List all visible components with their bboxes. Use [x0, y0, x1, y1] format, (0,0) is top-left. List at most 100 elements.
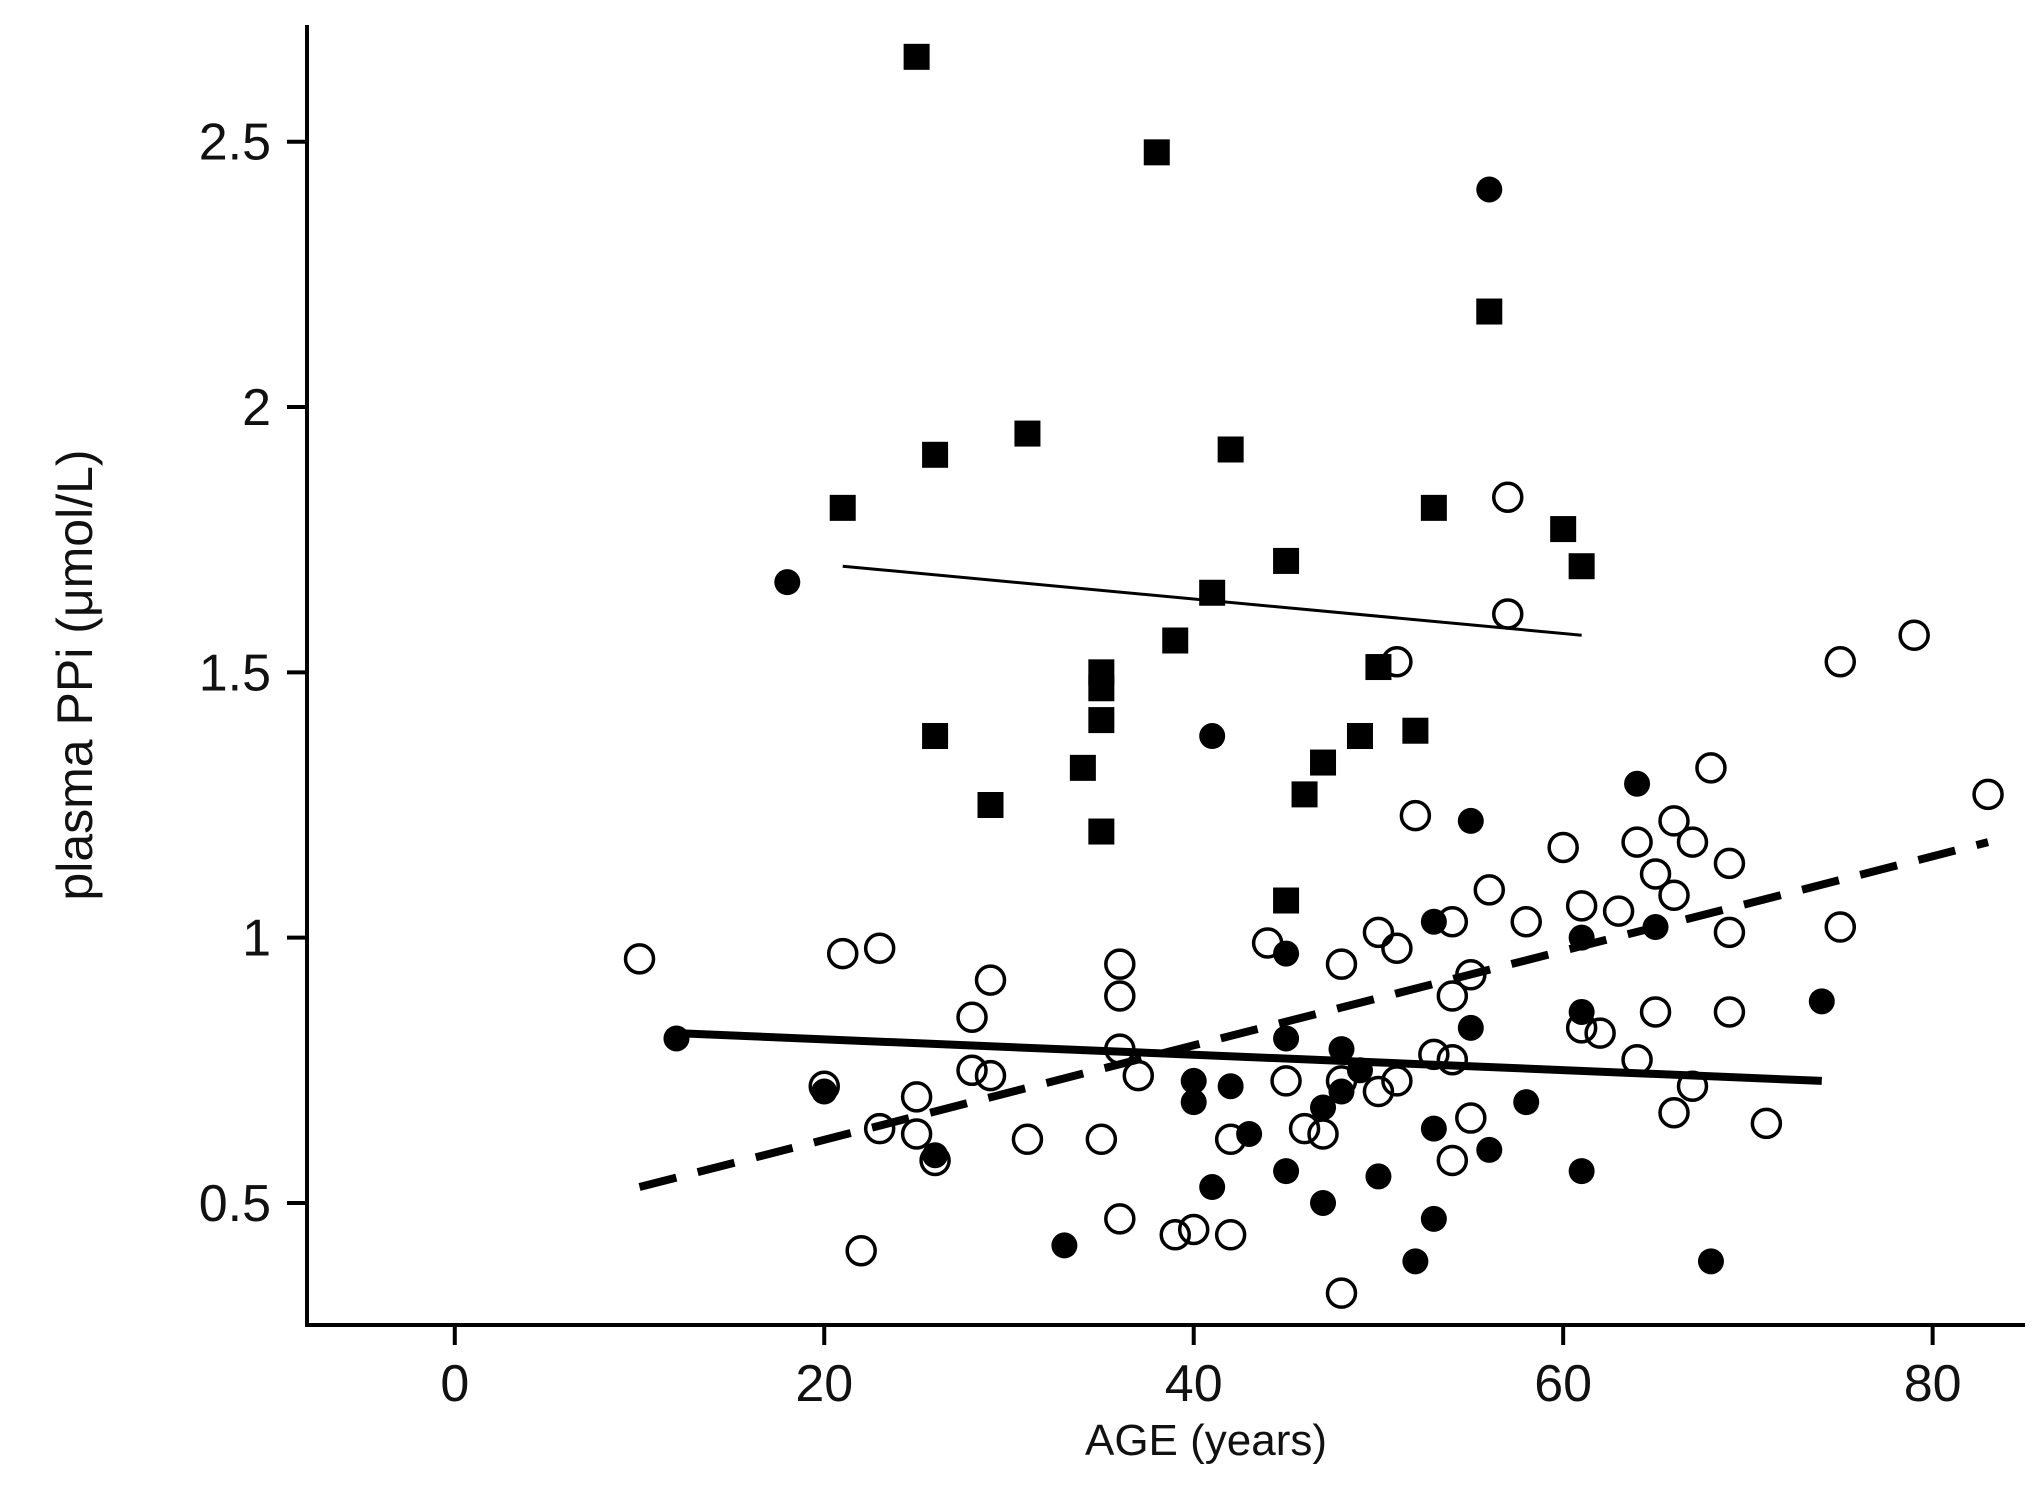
filled-circle-point: [1051, 1232, 1078, 1259]
open-circle-point: [1270, 1065, 1302, 1097]
open-circle-point: [1159, 1219, 1191, 1251]
open-circle-point: [1695, 752, 1727, 784]
open-circle-point: [1104, 1203, 1136, 1235]
open-circle-point: [863, 932, 896, 965]
open-circle-point: [808, 1070, 840, 1102]
series-open-circles: [623, 481, 2004, 1309]
open-circle-point: [1750, 1107, 1783, 1140]
square-point: [829, 494, 856, 521]
y-axis-title: plasma PPi (μmol/L): [47, 449, 103, 900]
open-circle-point: [1510, 905, 1542, 938]
open-circle-point: [1658, 805, 1690, 837]
open-circle-point: [1362, 1075, 1395, 1108]
open-circle-point: [900, 1081, 933, 1113]
filled-circle-point: [1310, 1189, 1337, 1216]
square-point: [1310, 749, 1337, 776]
square-point: [1088, 675, 1115, 702]
filled-circle-point: [1808, 988, 1835, 1015]
series-squares: [829, 43, 1595, 914]
open-circle-point: [1898, 619, 1930, 651]
x-tick-label: 60: [1534, 1355, 1592, 1413]
filled-circle-point: [1310, 1094, 1337, 1121]
open-circle-point: [863, 1112, 896, 1145]
y-tick-label: 0.5: [199, 1175, 271, 1233]
open-circle-point: [1584, 1017, 1616, 1049]
open-circle-point: [1824, 911, 1857, 943]
square-point: [922, 723, 949, 750]
trend-line-thick-dashed: [638, 838, 1990, 1191]
filled-circle-point: [1420, 1205, 1447, 1232]
filled-circle-point: [1199, 723, 1226, 750]
open-circle-point: [1713, 916, 1746, 949]
x-tick-label: 80: [1904, 1355, 1962, 1413]
open-circle-point: [1473, 874, 1506, 906]
x-tick-label: 40: [1165, 1355, 1223, 1413]
open-circle-point: [1436, 1043, 1469, 1076]
filled-circle-point: [1365, 1163, 1392, 1190]
filled-circle-point: [1457, 1014, 1484, 1041]
open-circle-point: [956, 1001, 988, 1033]
open-circle-point: [623, 943, 656, 975]
square-point: [977, 792, 1004, 818]
filled-circle-point: [1199, 1174, 1226, 1201]
open-circle-point: [974, 964, 1007, 996]
open-circle-point: [1214, 1123, 1247, 1156]
open-circle-point: [1713, 996, 1746, 1028]
open-circle-point: [1547, 831, 1579, 864]
filled-circle-point: [1513, 1089, 1540, 1116]
filled-circle-point: [1457, 807, 1484, 834]
x-tick-label: 20: [795, 1355, 853, 1413]
x-axis-title: AGE (years): [1085, 1416, 1327, 1465]
filled-circle-point: [1568, 998, 1595, 1025]
open-circle-point: [956, 1054, 988, 1087]
trend-lines: [638, 564, 1990, 1191]
filled-circle-point: [1624, 770, 1651, 797]
open-circle-point: [900, 1118, 933, 1150]
y-axis-ticks: 0.5 1 1.5 2 2.5: [199, 114, 307, 1233]
filled-circle-point: [1697, 1248, 1724, 1275]
square-point: [1088, 818, 1115, 845]
square-point: [1346, 723, 1373, 750]
open-circle-point: [1972, 778, 2004, 811]
filled-circle-point: [1420, 1115, 1447, 1142]
open-circle-point: [974, 1059, 1007, 1092]
open-circle-point: [1325, 948, 1358, 980]
y-tick-label: 1: [242, 910, 271, 968]
open-circle-point: [1325, 1277, 1358, 1309]
trend-line-thin-solid: [842, 564, 1582, 637]
chart-marks: [623, 43, 2004, 1309]
square-point: [1273, 887, 1300, 914]
open-circle-point: [826, 937, 859, 970]
square-point: [1568, 553, 1595, 580]
open-circle-point: [1565, 890, 1598, 922]
open-circle-point: [1621, 826, 1653, 858]
open-circle-point: [1288, 1112, 1321, 1145]
filled-circle-point: [1476, 1136, 1503, 1163]
x-tick-label: 0: [440, 1355, 469, 1413]
open-circle-point: [1381, 932, 1413, 965]
open-circle-point: [1602, 895, 1635, 927]
square-point: [1550, 516, 1577, 543]
open-circle-point: [1436, 905, 1469, 938]
square-point: [1162, 627, 1189, 654]
filled-circle-point: [1217, 1073, 1244, 1100]
open-circle-point: [1325, 1065, 1358, 1097]
open-circle-point: [1676, 826, 1709, 858]
open-circle-point: [1362, 916, 1395, 949]
filled-circle-point: [1402, 1248, 1429, 1275]
square-point: [1365, 654, 1392, 681]
y-tick-label: 2: [242, 379, 271, 437]
square-point: [1088, 707, 1115, 734]
open-circle-point: [1658, 1097, 1690, 1129]
x-axis-ticks: 0 20 40 60 80: [440, 1325, 1962, 1413]
open-circle-point: [1381, 645, 1413, 678]
square-point: [1420, 494, 1447, 521]
open-circle-point: [1104, 980, 1136, 1012]
open-circle-point: [1824, 645, 1857, 678]
open-circle-point: [1639, 996, 1672, 1028]
open-circle-point: [1085, 1123, 1118, 1156]
filled-circle-point: [1236, 1120, 1263, 1147]
square-point: [1143, 139, 1170, 166]
trend-line-thick-solid: [676, 1029, 1822, 1085]
